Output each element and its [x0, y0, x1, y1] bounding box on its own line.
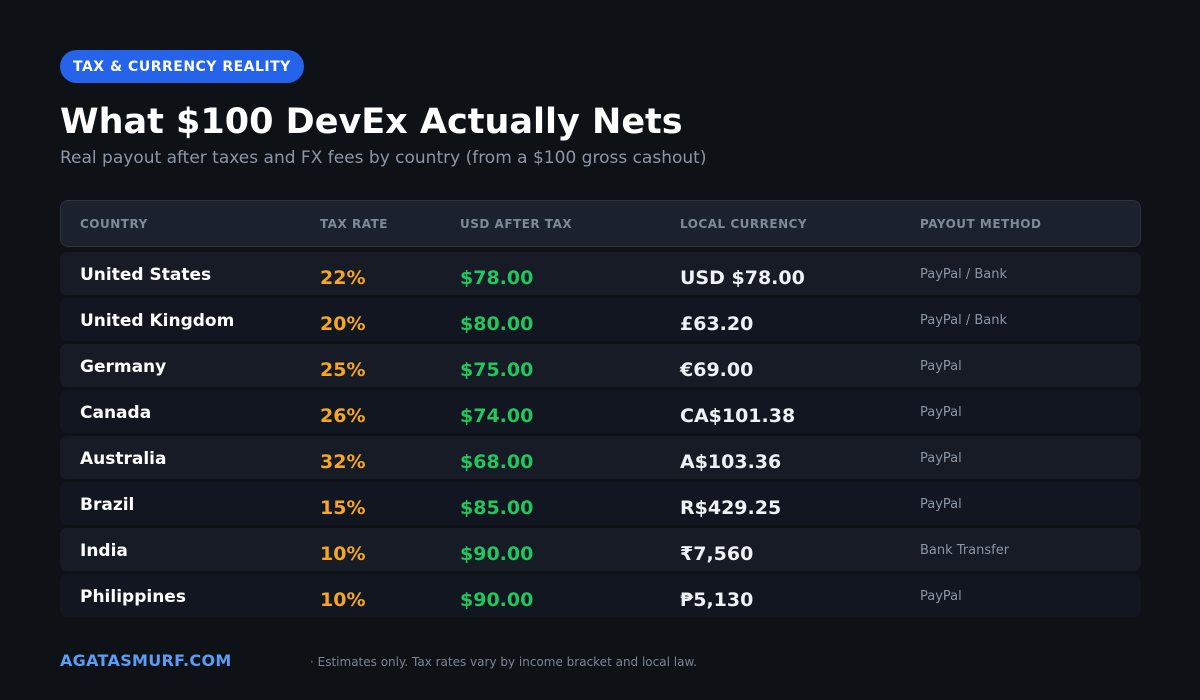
local-currency-cell: A$103.36	[680, 451, 782, 473]
country-cell: Canada	[80, 403, 152, 423]
table-body: United States 22% $78.00 USD $78.00 PayP…	[60, 252, 1141, 620]
usd-after-tax-cell: $90.00	[460, 589, 534, 611]
payout-method-cell: PayPal	[920, 405, 962, 420]
country-cell: United States	[80, 265, 212, 285]
local-currency-cell: R$429.25	[680, 497, 782, 519]
page-subtitle: Real payout after taxes and FX fees by c…	[60, 148, 707, 168]
tax-rate-cell: 32%	[320, 451, 366, 473]
table-row: United Kingdom 20% $80.00 £63.20 PayPal …	[60, 298, 1141, 341]
footer-disclaimer: · Estimates only. Tax rates vary by inco…	[310, 655, 697, 669]
header-local-currency: LOCAL CURRENCY	[680, 217, 808, 231]
usd-after-tax-cell: $75.00	[460, 359, 534, 381]
payout-method-cell: PayPal	[920, 451, 962, 466]
country-cell: Philippines	[80, 587, 186, 607]
country-cell: Germany	[80, 357, 167, 377]
category-badge: TAX & CURRENCY REALITY	[60, 50, 304, 83]
table-row: India 10% $90.00 ₹7,560 Bank Transfer	[60, 528, 1141, 571]
country-cell: United Kingdom	[80, 311, 235, 331]
payout-method-cell: PayPal	[920, 589, 962, 604]
usd-after-tax-cell: $68.00	[460, 451, 534, 473]
table-header: COUNTRY TAX RATE USD AFTER TAX LOCAL CUR…	[60, 200, 1141, 247]
tax-rate-cell: 22%	[320, 267, 366, 289]
usd-after-tax-cell: $80.00	[460, 313, 534, 335]
usd-after-tax-cell: $78.00	[460, 267, 534, 289]
table-row: Philippines 10% $90.00 ₱5,130 PayPal	[60, 574, 1141, 617]
local-currency-cell: ₹7,560	[680, 543, 754, 565]
table-row: Germany 25% $75.00 €69.00 PayPal	[60, 344, 1141, 387]
tax-rate-cell: 20%	[320, 313, 366, 335]
site-brand-link[interactable]: AGATASMURF.COM	[60, 651, 232, 670]
table-row: Australia 32% $68.00 A$103.36 PayPal	[60, 436, 1141, 479]
country-cell: Australia	[80, 449, 167, 469]
tax-rate-cell: 10%	[320, 589, 366, 611]
local-currency-cell: USD $78.00	[680, 267, 805, 289]
tax-rate-cell: 10%	[320, 543, 366, 565]
table-row: Canada 26% $74.00 CA$101.38 PayPal	[60, 390, 1141, 433]
local-currency-cell: CA$101.38	[680, 405, 796, 427]
table-row: United States 22% $78.00 USD $78.00 PayP…	[60, 252, 1141, 295]
tax-rate-cell: 26%	[320, 405, 366, 427]
usd-after-tax-cell: $90.00	[460, 543, 534, 565]
local-currency-cell: ₱5,130	[680, 589, 754, 611]
usd-after-tax-cell: $74.00	[460, 405, 534, 427]
header-usd-after-tax: USD AFTER TAX	[460, 217, 573, 231]
payout-method-cell: PayPal / Bank	[920, 267, 1008, 282]
local-currency-cell: £63.20	[680, 313, 754, 335]
table-row: Brazil 15% $85.00 R$429.25 PayPal	[60, 482, 1141, 525]
tax-rate-cell: 25%	[320, 359, 366, 381]
header-country: COUNTRY	[80, 217, 148, 231]
payout-method-cell: PayPal	[920, 497, 962, 512]
country-cell: Brazil	[80, 495, 135, 515]
local-currency-cell: €69.00	[680, 359, 754, 381]
country-cell: India	[80, 541, 128, 561]
payout-method-cell: PayPal	[920, 359, 962, 374]
header-tax-rate: TAX RATE	[320, 217, 388, 231]
usd-after-tax-cell: $85.00	[460, 497, 534, 519]
header-payout-method: PAYOUT METHOD	[920, 217, 1042, 231]
payout-method-cell: Bank Transfer	[920, 543, 1010, 558]
payout-method-cell: PayPal / Bank	[920, 313, 1008, 328]
tax-rate-cell: 15%	[320, 497, 366, 519]
page-title: What $100 DevEx Actually Nets	[60, 102, 683, 142]
